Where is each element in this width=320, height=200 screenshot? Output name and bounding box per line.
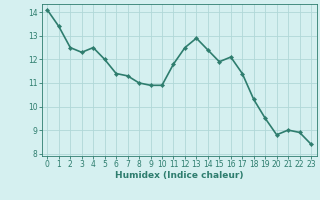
X-axis label: Humidex (Indice chaleur): Humidex (Indice chaleur) <box>115 171 244 180</box>
